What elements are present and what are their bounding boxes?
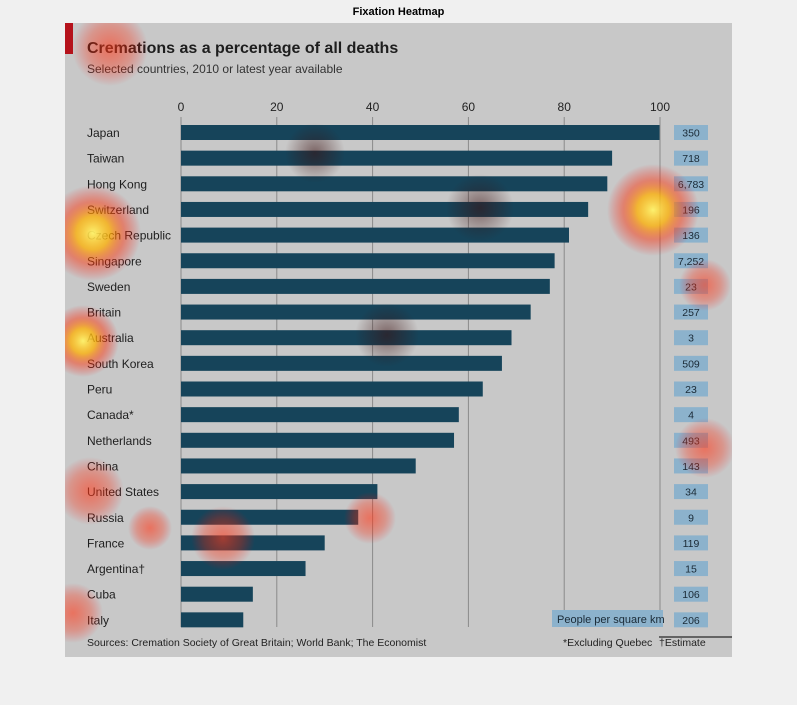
density-column: 350 718 6,783 196 136 7,252 23 257 3 509 23 4 493 143… [674, 125, 708, 628]
bar [181, 535, 325, 551]
density-value: 7,252 [678, 256, 704, 268]
bar [181, 561, 306, 577]
category-label: Argentina† [87, 562, 145, 576]
category-label: Canada* [87, 408, 134, 422]
density-value: 206 [682, 615, 700, 627]
density-value: 9 [688, 512, 694, 524]
density-box [674, 381, 708, 397]
bar [181, 253, 555, 269]
category-label: South Korea [87, 357, 154, 371]
bar [181, 150, 613, 166]
bar [181, 458, 416, 474]
bar-chart: Cremations as a percentage of all deaths… [65, 23, 732, 649]
x-tick-label: 40 [366, 100, 380, 114]
bar [181, 125, 660, 140]
category-label: Switzerland [87, 203, 149, 217]
source-note: Sources: Cremation Society of Great Brit… [87, 637, 426, 649]
category-label: China [87, 459, 119, 473]
density-box [674, 509, 708, 525]
bar [181, 612, 244, 628]
density-value: 196 [682, 204, 700, 216]
category-label: Hong Kong [87, 177, 147, 191]
density-value: 23 [685, 384, 697, 396]
category-label: Britain [87, 306, 121, 320]
bar [181, 278, 550, 294]
category-label: Peru [87, 383, 112, 397]
density-value: 3 [688, 333, 694, 345]
chart-title: Cremations as a percentage of all deaths [87, 40, 398, 57]
bars [181, 125, 660, 628]
density-box [674, 612, 708, 628]
density-value: 509 [682, 358, 700, 370]
density-legend-box [552, 610, 663, 627]
density-value: 350 [682, 128, 700, 140]
bar [181, 355, 502, 371]
category-label: Taiwan [87, 152, 124, 166]
density-value: 106 [682, 589, 700, 601]
x-tick-label: 60 [462, 100, 476, 114]
bar [181, 304, 531, 320]
density-value: 257 [682, 307, 700, 319]
density-box [674, 150, 708, 166]
category-label: France [87, 536, 125, 550]
footnote-quebec: *Excluding Quebec [563, 637, 652, 649]
density-value: 143 [682, 461, 700, 473]
density-value: 493 [682, 435, 700, 447]
bar [181, 484, 378, 500]
density-box [674, 330, 708, 346]
density-box [674, 355, 708, 371]
x-tick-label: 100 [650, 100, 670, 114]
bar [181, 176, 608, 192]
x-tick-label: 0 [178, 100, 185, 114]
category-label: Cuba [87, 588, 116, 602]
bar [181, 432, 455, 448]
bar [181, 509, 359, 525]
density-box [674, 484, 708, 500]
density-box [674, 535, 708, 551]
density-value: 15 [685, 564, 697, 576]
density-value: 718 [682, 153, 700, 165]
category-label: Australia [87, 331, 134, 345]
density-value: 119 [683, 538, 700, 550]
category-label: Russia [87, 511, 124, 525]
category-label: Czech Republic [87, 229, 171, 243]
density-box [674, 586, 708, 602]
bar [181, 201, 589, 217]
density-value: 34 [685, 487, 697, 499]
density-value: 4 [688, 410, 694, 422]
category-label: Sweden [87, 280, 130, 294]
category-labels: Japan Taiwan Hong Kong Switzerland Czech Rep… [87, 126, 171, 627]
density-legend-label: People per square km [557, 614, 665, 626]
bar [181, 381, 483, 397]
chart-subtitle: Selected countries, 2010 or latest year … [87, 62, 343, 76]
x-tick-label: 20 [270, 100, 284, 114]
density-value: 136 [682, 230, 700, 242]
x-tick-label: 80 [558, 100, 572, 114]
accent-mark [65, 23, 73, 54]
category-label: Singapore [87, 254, 142, 268]
density-box [674, 125, 708, 140]
bar [181, 227, 569, 243]
category-label: Netherlands [87, 434, 152, 448]
footnote-estimate: †Estimate [659, 637, 706, 649]
density-value: 6,783 [678, 179, 704, 191]
density-value: 23 [685, 281, 697, 293]
chart-panel: Cremations as a percentage of all deaths… [65, 23, 732, 657]
density-box [674, 561, 708, 577]
bar [181, 407, 459, 423]
bar [181, 586, 253, 602]
figure-title: Fixation Heatmap [352, 6, 445, 18]
category-label: Italy [87, 613, 109, 627]
category-label: United States [87, 485, 159, 499]
category-label: Japan [87, 126, 120, 140]
bar [181, 330, 512, 346]
